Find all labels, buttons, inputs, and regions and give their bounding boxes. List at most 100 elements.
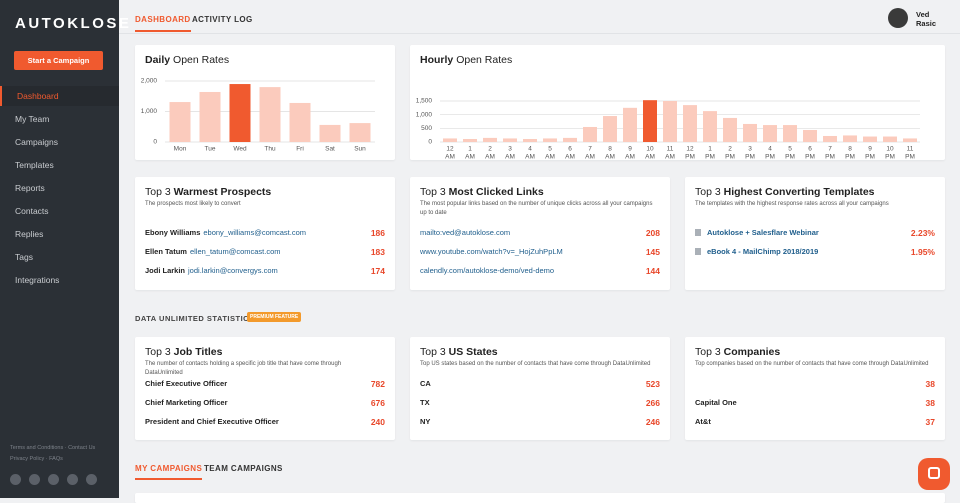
title-strong: Warmest Prospects	[173, 186, 272, 198]
x-tick-label: Sun	[354, 146, 366, 153]
x-tick-label: 4	[768, 146, 772, 153]
nav-item[interactable]: Replies	[15, 229, 44, 239]
bar	[169, 102, 191, 142]
chat-icon	[928, 467, 940, 479]
logo[interactable]: AUTOKLOSE	[15, 15, 132, 32]
info-card: Top 3 Job Titles The number of contacts h…	[135, 337, 395, 440]
tab[interactable]: ACTIVITY LOG	[192, 15, 253, 24]
user-name[interactable]: Ved Rasic	[916, 10, 936, 28]
youtube-icon[interactable]	[86, 474, 97, 485]
x-tick-label: Mon	[174, 146, 187, 153]
nav-item[interactable]: Dashboard	[0, 86, 119, 106]
list-row: 38	[695, 374, 935, 393]
x-tick-label: 11	[907, 146, 914, 153]
title-prefix: Top 3	[420, 346, 446, 358]
title-strong: Hourly	[420, 54, 454, 66]
info-card: Top 3 Warmest Prospects The prospects mos…	[135, 177, 395, 290]
prospect-email[interactable]: jodi.larkin@convergys.com	[188, 266, 278, 275]
title-strong: US States	[448, 346, 498, 358]
prospect-name: Ellen Tatum	[145, 247, 187, 256]
linkedin-icon[interactable]	[48, 474, 59, 485]
nav-item[interactable]: Campaigns	[15, 137, 58, 147]
card-title: Top 3 Job Titles	[145, 346, 222, 358]
y-tick-label: 0	[428, 139, 432, 146]
template-name[interactable]: eBook 4 - MailChimp 2018/2019	[707, 247, 819, 256]
row-count: 676	[370, 397, 385, 408]
list-row: calendly.com/autoklose-demo/ved-demo 144	[420, 261, 660, 280]
footer-link[interactable]: Terms and Conditions · Contact Us	[10, 445, 96, 451]
tab-underline	[135, 30, 191, 32]
chart-card: Daily Open Rates 0 1,000 2,000 Mon Tue Wed Thu F…	[135, 45, 395, 160]
instagram-icon[interactable]	[67, 474, 78, 485]
bar	[903, 138, 917, 142]
title-prefix: Top 3	[145, 346, 171, 358]
twitter-icon[interactable]	[29, 474, 40, 485]
info-card: Top 3 US States Top US states based on th…	[410, 337, 670, 440]
facebook-icon[interactable]	[10, 474, 21, 485]
cta-button[interactable]: Start a Campaign	[14, 51, 103, 70]
tab[interactable]: DASHBOARD	[135, 15, 191, 24]
x-tick-suffix: AM	[665, 154, 675, 160]
card-title: Top 3 Warmest Prospects	[145, 186, 271, 198]
x-tick-label: Sat	[325, 146, 335, 153]
x-tick-label: 12	[686, 146, 694, 153]
card-subtitle: The prospects most likely to convert	[145, 201, 241, 207]
bar	[229, 84, 251, 142]
nav-item[interactable]: Integrations	[15, 275, 60, 285]
row-count: 174	[370, 265, 385, 276]
title-prefix: Top 3	[145, 186, 171, 198]
campaigns-card	[135, 493, 945, 503]
card-subtitle: The templates with the highest response …	[695, 201, 889, 207]
tab[interactable]: TEAM CAMPAIGNS	[204, 464, 283, 473]
nav-item[interactable]: Templates	[15, 160, 54, 170]
x-tick-label: 2	[728, 146, 732, 153]
chat-button[interactable]	[918, 458, 950, 490]
x-tick-suffix: AM	[525, 154, 535, 160]
x-tick-suffix: PM	[685, 154, 695, 160]
prospect-email[interactable]: ebony_williams@comcast.com	[203, 228, 307, 237]
nav-item[interactable]: Tags	[15, 252, 33, 262]
prospect-email[interactable]: ellen_tatum@comcast.com	[189, 247, 281, 256]
social-icons	[10, 474, 97, 485]
x-tick-label: 11	[667, 146, 674, 153]
x-tick-suffix: PM	[905, 154, 915, 160]
x-tick-label: 3	[748, 146, 752, 153]
footer-link[interactable]: Privacy Policy · FAQs	[10, 456, 63, 462]
x-tick-suffix: PM	[825, 154, 835, 160]
nav-item[interactable]: My Team	[15, 114, 50, 124]
title-prefix: Top 3	[420, 186, 446, 198]
sidebar: AUTOKLOSE Start a Campaign Dashboard My T…	[0, 0, 129, 498]
template-name[interactable]: Autoklose + Salesflare Webinar	[707, 228, 819, 237]
link-url[interactable]: www.youtube.com/watch?v=_HojZuhPpLM	[420, 247, 563, 256]
x-tick-suffix: AM	[545, 154, 555, 160]
avatar[interactable]	[888, 8, 908, 28]
chart: 0 1,000 2,000 Mon Tue Wed Thu Fri Sat Sun	[141, 78, 375, 153]
nav-item[interactable]: Contacts	[15, 206, 49, 216]
card-title: Top 3 Companies	[695, 346, 780, 358]
tab[interactable]: MY CAMPAIGNS	[135, 464, 203, 473]
bar	[543, 138, 557, 142]
link-url[interactable]: mailto:ved@autoklose.com	[420, 228, 511, 237]
x-tick-label: 10	[886, 146, 894, 153]
list-row: Jodi Larkin jodi.larkin@convergys.com 174	[145, 261, 385, 280]
row-label: At&t	[695, 417, 711, 426]
y-tick-label: 1,000	[141, 108, 158, 115]
x-tick-suffix: PM	[725, 154, 735, 160]
x-tick-label: 7	[588, 146, 592, 153]
x-tick-suffix: PM	[845, 154, 855, 160]
list-row: NY 246	[420, 412, 660, 431]
row-count: 523	[645, 378, 660, 389]
bar	[603, 116, 617, 142]
link-url[interactable]: calendly.com/autoklose-demo/ved-demo	[420, 266, 555, 275]
x-tick-label: 12	[446, 146, 454, 153]
nav-item[interactable]: Reports	[15, 183, 45, 193]
y-tick-label: 0	[153, 139, 157, 146]
x-tick-label: 10	[646, 146, 654, 153]
prospect-name: Ebony Williams	[145, 228, 201, 237]
bar	[199, 91, 221, 142]
bar	[883, 136, 897, 142]
row-count: 246	[645, 416, 660, 427]
bar	[443, 138, 457, 142]
x-tick-suffix: PM	[765, 154, 775, 160]
row-count: 266	[645, 397, 660, 408]
